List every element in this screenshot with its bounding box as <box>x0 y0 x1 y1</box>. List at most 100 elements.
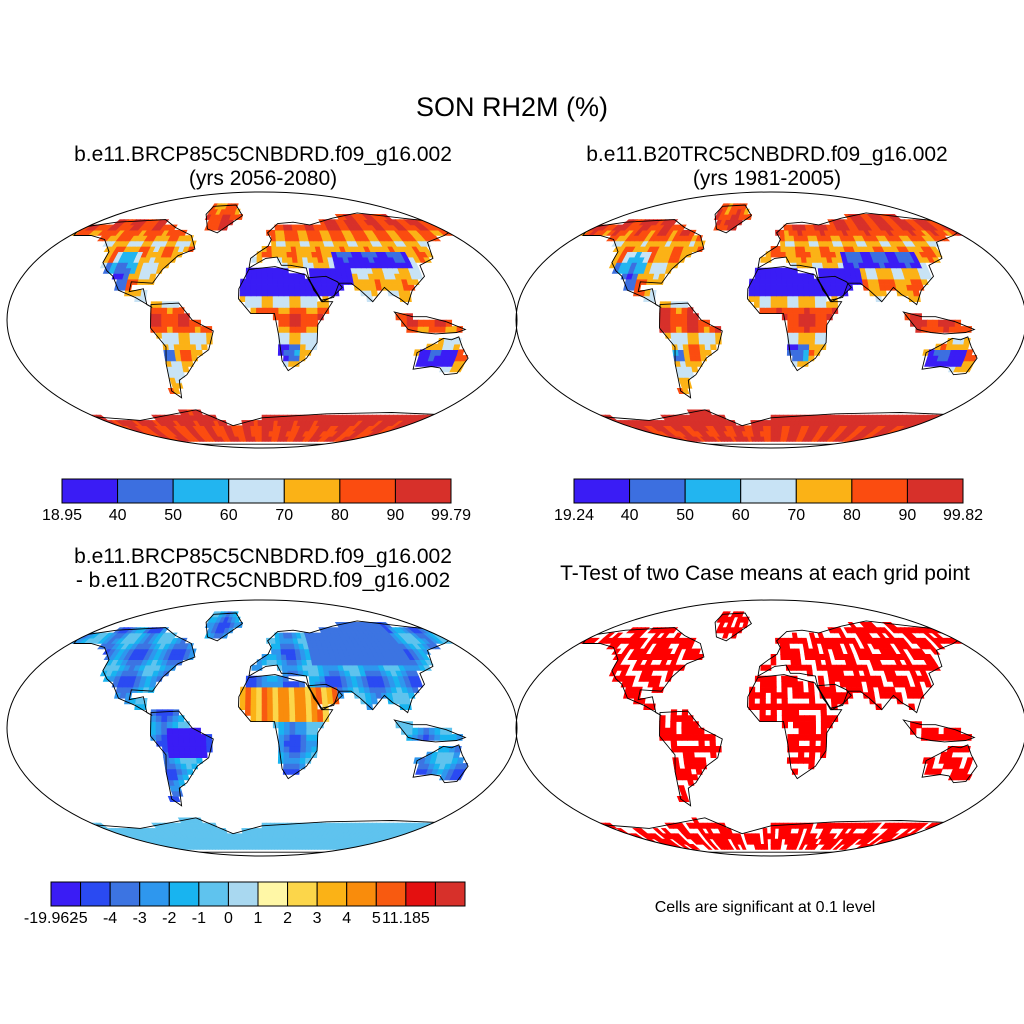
map-cell <box>261 828 267 835</box>
map-cell <box>258 843 263 850</box>
map-cell <box>410 838 426 845</box>
map-cell <box>945 751 954 759</box>
map-cell <box>787 319 794 327</box>
map-cell <box>155 307 163 314</box>
map-cell <box>770 715 777 722</box>
map-cell <box>367 843 381 850</box>
map-cell <box>125 284 133 291</box>
map-cell <box>804 727 811 735</box>
map-cell <box>295 721 302 729</box>
map-cell <box>802 355 810 362</box>
map-cell <box>839 828 849 835</box>
map-cell <box>275 648 282 655</box>
map-cell <box>681 727 688 735</box>
map-cell <box>808 697 816 705</box>
map-cell <box>876 681 884 688</box>
map-cell <box>383 435 398 442</box>
map-cell <box>668 219 679 226</box>
map-cell <box>781 267 788 274</box>
map-cell <box>70 822 85 829</box>
panel-2-title-line2: (yrs 1981-2005) <box>692 167 842 190</box>
map-cell <box>770 833 776 840</box>
map-cell <box>803 745 811 753</box>
map-cell <box>419 420 434 427</box>
map-cell <box>105 430 120 437</box>
map-cell <box>306 319 313 327</box>
map-cell <box>305 740 313 747</box>
map-cell <box>271 659 278 666</box>
map-cell <box>659 319 666 327</box>
map-cell <box>166 307 174 314</box>
map-cell <box>167 740 174 747</box>
map-cell <box>798 745 805 753</box>
map-cell <box>759 697 766 705</box>
map-cell <box>166 715 174 722</box>
map-cell <box>179 229 188 236</box>
map-cell <box>289 709 296 716</box>
map-cell <box>311 326 319 333</box>
map-cell <box>272 703 279 711</box>
map-cell <box>402 425 418 432</box>
map-cell <box>184 745 191 753</box>
map-cell <box>456 757 465 764</box>
map-cell <box>792 278 799 285</box>
map-cell <box>98 430 114 437</box>
coastline-eurasia <box>757 212 967 306</box>
map-cell <box>295 319 302 327</box>
map-cell <box>289 721 296 729</box>
map-cell <box>251 664 258 671</box>
map-cell <box>401 319 408 327</box>
map-cell <box>298 681 306 688</box>
map-cell <box>845 648 854 655</box>
map-cell <box>288 278 295 285</box>
map-cell <box>417 727 425 735</box>
figure-title: SON RH2M (%) <box>415 92 608 122</box>
panel-4-title: T-Test of two Case means at each grid po… <box>520 562 1010 586</box>
map-cell <box>820 332 827 339</box>
map-cell <box>288 681 295 688</box>
map-cell <box>798 295 805 303</box>
map-cell <box>155 715 163 722</box>
map-cell <box>820 715 828 722</box>
map-cell <box>266 246 273 252</box>
map-cell <box>270 637 277 644</box>
map-cell <box>277 284 285 291</box>
map-cell <box>802 643 809 650</box>
map-cell <box>250 289 257 297</box>
map-cell <box>257 833 263 840</box>
map-cell <box>809 307 816 314</box>
map-cell <box>161 709 169 716</box>
map-cell <box>703 734 711 741</box>
map-cell <box>112 838 127 845</box>
map-cell <box>916 284 925 291</box>
map-cell <box>272 715 280 722</box>
map-cell <box>748 697 755 705</box>
map-cell <box>452 751 461 759</box>
map-cell <box>681 319 688 327</box>
map-cell <box>315 692 323 699</box>
coastline-indonesia <box>902 311 976 335</box>
map-cell <box>956 224 971 231</box>
map-cell <box>659 313 666 321</box>
map-cell <box>681 332 689 339</box>
map-cell <box>681 301 689 308</box>
map-cell <box>426 828 442 835</box>
map-cell <box>625 838 640 845</box>
map-cell <box>283 751 290 759</box>
map-cell <box>765 289 772 297</box>
map-cell <box>367 435 381 442</box>
map-cell <box>256 278 263 285</box>
map-cell <box>670 721 677 729</box>
coastline-antarctica <box>579 409 964 445</box>
map-cell <box>434 319 441 327</box>
map-cell <box>809 715 816 722</box>
map-cell <box>666 670 674 677</box>
map-cell <box>779 643 786 650</box>
map-cell <box>830 692 837 699</box>
map-cell <box>763 843 769 850</box>
map-cell <box>781 307 789 314</box>
map-cell <box>675 326 683 333</box>
map-cell <box>266 267 273 274</box>
map-cell <box>306 727 313 735</box>
